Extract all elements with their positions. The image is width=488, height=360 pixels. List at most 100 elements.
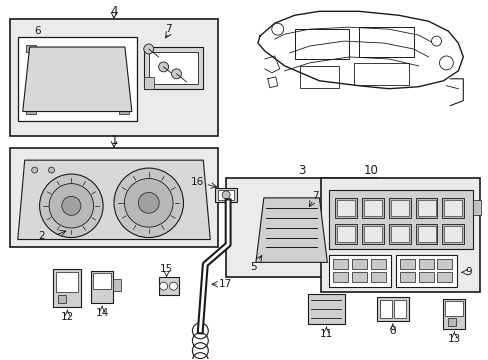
Circle shape [124, 179, 173, 227]
Text: 14: 14 [95, 308, 108, 318]
Circle shape [431, 36, 441, 46]
Bar [395, 255, 456, 287]
Text: 16: 16 [190, 177, 203, 187]
Text: 7: 7 [311, 191, 318, 201]
Bar [444, 226, 461, 242]
Bar [364, 200, 381, 216]
Circle shape [49, 184, 93, 228]
Text: 5: 5 [250, 262, 257, 272]
Bar [370, 260, 385, 269]
Text: 3: 3 [297, 163, 305, 176]
Text: 1: 1 [110, 134, 118, 147]
Circle shape [171, 69, 181, 79]
Bar [364, 226, 381, 242]
Bar [36, 55, 119, 104]
Circle shape [158, 62, 168, 72]
Bar [444, 200, 461, 216]
Bar [418, 272, 433, 282]
Bar [393, 300, 405, 318]
Text: 8: 8 [389, 326, 395, 336]
Text: 12: 12 [61, 312, 74, 322]
Text: 6: 6 [34, 26, 41, 36]
Bar [417, 226, 435, 242]
Bar [337, 226, 354, 242]
Bar [361, 224, 383, 243]
Bar [415, 224, 437, 243]
Bar [472, 200, 480, 215]
Polygon shape [18, 160, 210, 239]
Bar [158, 277, 178, 295]
Bar [53, 269, 81, 307]
Circle shape [222, 191, 230, 199]
Bar [215, 188, 237, 202]
Bar [442, 198, 463, 218]
Bar [299, 66, 339, 88]
Bar [328, 202, 338, 211]
Circle shape [439, 56, 452, 70]
Bar [143, 47, 203, 89]
Bar [328, 190, 472, 249]
Bar [339, 229, 347, 238]
Circle shape [143, 44, 153, 54]
Circle shape [32, 167, 38, 173]
Bar [333, 260, 347, 269]
Bar [328, 255, 390, 287]
Text: 17: 17 [218, 279, 231, 289]
Bar [225, 178, 376, 277]
Text: 13: 13 [447, 334, 460, 344]
Bar [350, 212, 359, 221]
Bar [399, 272, 414, 282]
Bar [388, 198, 410, 218]
Bar [445, 301, 462, 316]
Bar [102, 206, 132, 222]
Bar [351, 260, 366, 269]
Circle shape [138, 192, 159, 213]
Circle shape [160, 282, 167, 290]
Circle shape [61, 196, 81, 215]
Circle shape [40, 174, 103, 238]
Bar [376, 297, 408, 321]
Bar [415, 198, 437, 218]
Bar [10, 19, 218, 136]
Bar [388, 224, 410, 243]
Bar [447, 318, 455, 326]
Polygon shape [255, 198, 326, 262]
Bar [390, 226, 408, 242]
Bar [143, 77, 153, 89]
Bar [437, 272, 451, 282]
Circle shape [48, 167, 54, 173]
Bar [59, 295, 66, 303]
Bar [443, 299, 464, 329]
Bar [218, 190, 234, 200]
Bar [10, 148, 218, 247]
Bar [335, 198, 356, 218]
Bar [390, 200, 408, 216]
Bar [56, 272, 78, 292]
Circle shape [169, 282, 177, 290]
Text: 7: 7 [165, 24, 172, 34]
Text: 11: 11 [319, 329, 332, 339]
Text: 2: 2 [38, 230, 45, 240]
Bar [358, 27, 413, 57]
Bar [91, 271, 113, 303]
Bar [294, 29, 348, 59]
Bar [337, 200, 354, 216]
Bar [437, 260, 451, 269]
Bar [361, 198, 383, 218]
Bar [335, 224, 356, 243]
Bar [399, 260, 414, 269]
Bar [119, 107, 129, 113]
Bar [113, 279, 121, 291]
Text: 9: 9 [464, 267, 470, 277]
Bar [18, 37, 137, 121]
Bar [26, 45, 36, 52]
Circle shape [114, 168, 183, 238]
Text: 10: 10 [363, 163, 378, 176]
Bar [316, 209, 325, 218]
Bar [442, 224, 463, 243]
Bar [333, 272, 347, 282]
Bar [418, 260, 433, 269]
Bar [148, 52, 198, 84]
Bar [321, 178, 479, 292]
Bar [353, 63, 408, 85]
